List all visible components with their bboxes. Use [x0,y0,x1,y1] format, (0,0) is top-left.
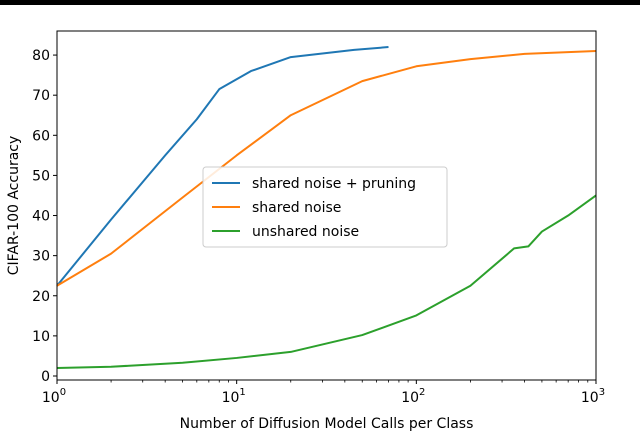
series-line-0 [56,46,389,287]
legend-entry-label: shared noise + pruning [252,176,416,192]
plot-area [56,46,597,369]
series-line-2 [56,194,597,369]
legend: shared noise + pruning shared noise unshar… [202,166,448,248]
x-tick-base: 10 [401,390,419,406]
x-tick-base: 10 [581,390,599,406]
x-tick-base: 10 [42,390,60,406]
x-tick-exponent: 2 [419,387,425,398]
legend-box [202,166,448,248]
y-tick-label: 0 [41,369,50,385]
y-tick-label: 70 [32,88,50,104]
y-tick-label: 10 [32,329,50,345]
y-tick-label: 80 [32,48,50,64]
x-axis-label: Number of Diffusion Model Calls per Clas… [180,416,474,432]
x-tick-base: 10 [222,390,240,406]
series-line-1 [56,50,597,287]
x-tick-exponent: 1 [239,387,245,398]
y-tick-label: 60 [32,128,50,144]
axes-frame [56,30,597,381]
y-tick-label: 20 [32,289,50,305]
x-axis-ticks: 100 101 102 103 [42,380,605,406]
x-tick-label: 101 [222,387,246,406]
x-tick-label: 100 [42,387,66,406]
y-tick-label: 30 [32,249,50,265]
x-tick-label: 102 [401,387,425,406]
legend-entry-label: unshared noise [252,224,359,240]
y-tick-label: 50 [32,168,50,184]
legend-entry-label: shared noise [252,200,341,216]
y-axis-label: CIFAR-100 Accuracy [6,136,22,276]
y-axis-ticks: 0 10 20 30 40 50 60 70 80 [32,48,57,385]
x-tick-exponent: 0 [60,387,66,398]
x-tick-label: 103 [581,387,605,406]
x-tick-exponent: 3 [599,387,605,398]
top-border-bar [0,0,640,5]
y-tick-label: 40 [32,209,50,225]
